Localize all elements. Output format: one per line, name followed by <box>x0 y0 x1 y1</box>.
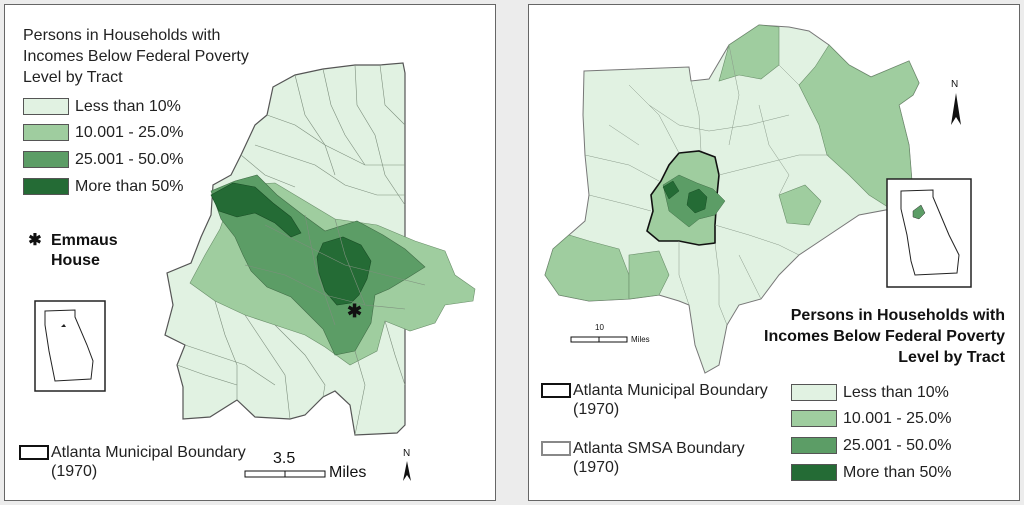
map-title: Persons in Households with Incomes Below… <box>764 307 1005 366</box>
legend-swatch <box>23 98 69 115</box>
legend-label: 25.001 - 50.0% <box>843 437 952 454</box>
legend-swatch <box>791 384 837 401</box>
tracts-above-50 <box>210 182 302 238</box>
legend-label: Atlanta Municipal Boundary (1970) <box>51 444 246 480</box>
legend-swatch <box>23 178 69 195</box>
tracts-above-50 <box>686 188 708 214</box>
legend-swatch <box>541 441 571 456</box>
legend-swatch <box>791 410 837 427</box>
tracts-10-25 <box>628 250 670 300</box>
smsa-inset-marker <box>912 204 926 220</box>
legend-label: 10.001 - 25.0% <box>843 410 952 427</box>
legend-swatch <box>19 445 49 460</box>
north-label: N <box>951 79 959 90</box>
north-label: N <box>403 448 411 459</box>
scale-bar <box>570 336 628 343</box>
map-title: Persons in Households with Incomes Below… <box>23 27 249 86</box>
legend-label: More than 50% <box>75 178 184 195</box>
left-map-panel: Persons in Households with Incomes Below… <box>4 4 496 501</box>
scale-unit: Miles <box>631 335 650 344</box>
tract-lines <box>584 44 829 326</box>
north-arrow <box>951 93 961 125</box>
legend-label: Less than 10% <box>843 384 949 401</box>
scale-unit: Miles <box>329 464 367 481</box>
tract-lines <box>176 64 426 436</box>
legend-label: Atlanta SMSA Boundary (1970) <box>573 440 745 476</box>
tracts-above-50 <box>316 236 372 306</box>
legend-swatch <box>791 437 837 454</box>
georgia-state-outline <box>44 309 94 382</box>
legend-swatch <box>791 464 837 481</box>
legend-swatch <box>541 383 571 398</box>
legend-label: 25.001 - 50.0% <box>75 151 184 168</box>
legend-label: Atlanta Municipal Boundary (1970) <box>573 382 768 418</box>
scale-value: 3.5 <box>273 450 296 467</box>
scale-value: 10 <box>595 323 604 332</box>
tracts-10-25 <box>718 24 780 82</box>
legend-label: Less than 10% <box>75 98 181 115</box>
tracts-10-25 <box>778 184 822 226</box>
atlanta-city-tract-map <box>34 62 476 481</box>
north-arrow <box>403 461 411 481</box>
right-map-panel: 10 Miles N Persons in Households with In… <box>528 4 1020 501</box>
legend-label: 10.001 - 25.0% <box>75 124 184 141</box>
legend-label: More than 50% <box>843 464 952 481</box>
atlanta-inset-marker <box>61 324 66 327</box>
scale-bar <box>244 470 326 478</box>
asterisk-icon: ✱ <box>28 232 42 249</box>
emmaus-label: Emmaus House <box>51 232 118 269</box>
emmaus-house-marker: ✱ <box>347 301 363 321</box>
atlanta-smsa-tract-map <box>544 24 972 374</box>
tracts-above-50 <box>662 180 680 200</box>
legend-swatch <box>23 124 69 141</box>
legend-swatch <box>23 151 69 168</box>
